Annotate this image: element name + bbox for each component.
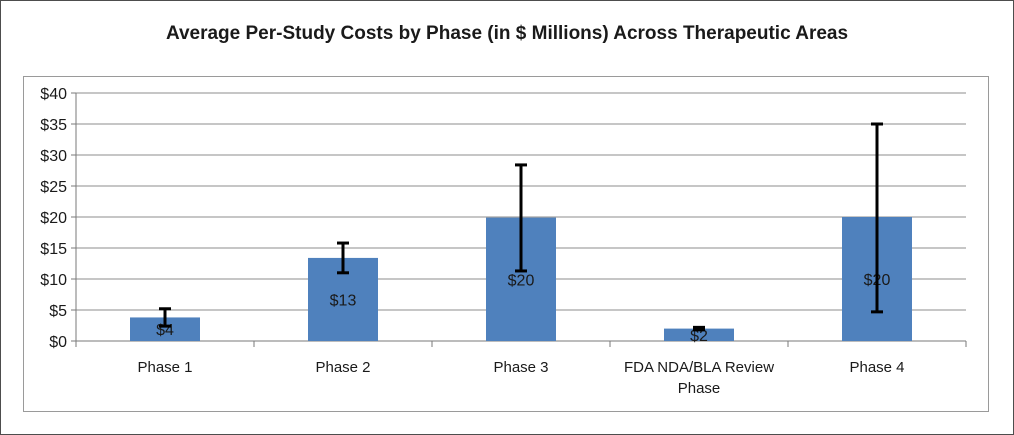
y-tick-label: $20 xyxy=(40,210,67,227)
data-label: $13 xyxy=(330,292,357,309)
y-tick-label: $10 xyxy=(40,272,67,289)
y-tick-label: $25 xyxy=(40,179,67,196)
data-label: $2 xyxy=(690,328,708,345)
bar xyxy=(130,317,200,341)
y-tick-label: $40 xyxy=(40,86,67,103)
chart-title: Average Per-Study Costs by Phase (in $ M… xyxy=(165,23,849,44)
category-label: Phase 4 xyxy=(849,359,904,376)
y-tick-label: $5 xyxy=(49,303,67,320)
category-label: Phase 2 xyxy=(315,359,370,376)
category-label: Phase 1 xyxy=(137,359,192,376)
category-label: Phase xyxy=(678,380,721,397)
y-tick-label: $0 xyxy=(49,334,67,351)
y-tick-label: $30 xyxy=(40,148,67,165)
category-label: FDA NDA/BLA Review xyxy=(624,359,774,376)
y-tick-label: $35 xyxy=(40,117,67,134)
category-label: Phase 3 xyxy=(493,359,548,376)
y-tick-label: $15 xyxy=(40,241,67,258)
bar xyxy=(664,328,734,341)
data-label: $20 xyxy=(508,272,535,289)
plot-area-border xyxy=(23,76,989,412)
